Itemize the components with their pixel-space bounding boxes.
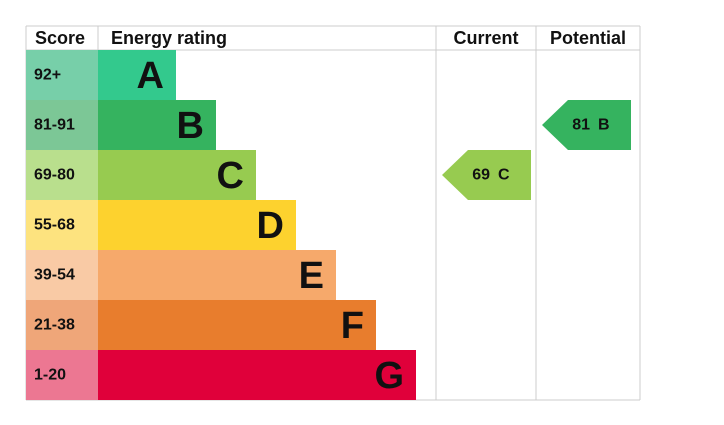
rating-letter: B	[177, 105, 204, 147]
score-cell	[26, 300, 98, 350]
header-potential: Potential	[550, 28, 626, 48]
header-energy-rating: Energy rating	[111, 28, 227, 48]
score-range: 92+	[34, 67, 61, 84]
rating-letter: E	[299, 255, 324, 297]
rating-letter: C	[217, 155, 244, 197]
rating-letter: G	[374, 355, 404, 397]
score-range: 1-20	[34, 367, 66, 384]
rating-bar	[98, 300, 376, 350]
rating-letter: A	[137, 55, 164, 97]
score-cell	[26, 150, 98, 200]
score-cell	[26, 350, 98, 400]
score-range: 39-54	[34, 267, 75, 284]
rating-bar	[98, 350, 416, 400]
score-range: 55-68	[34, 217, 75, 234]
current-arrow	[442, 150, 531, 200]
header-score: Score	[35, 28, 85, 48]
score-cell	[26, 50, 98, 100]
score-cell	[26, 200, 98, 250]
score-cell	[26, 250, 98, 300]
score-range: 21-38	[34, 317, 75, 334]
rating-bar	[98, 50, 176, 100]
rating-letter: D	[257, 205, 284, 247]
potential-score: 81	[572, 117, 590, 134]
rating-bar	[98, 150, 256, 200]
current-score: 69	[472, 167, 490, 184]
score-cell	[26, 100, 98, 150]
rating-letter: F	[341, 305, 364, 347]
rating-bar	[98, 100, 216, 150]
rating-bar	[98, 250, 336, 300]
current-rating: C	[498, 167, 510, 184]
rating-bar	[98, 200, 296, 250]
score-range: 69-80	[34, 167, 75, 184]
score-range: 81-91	[34, 117, 75, 134]
header-current: Current	[453, 28, 518, 48]
potential-rating: B	[598, 117, 610, 134]
potential-arrow	[542, 100, 631, 150]
